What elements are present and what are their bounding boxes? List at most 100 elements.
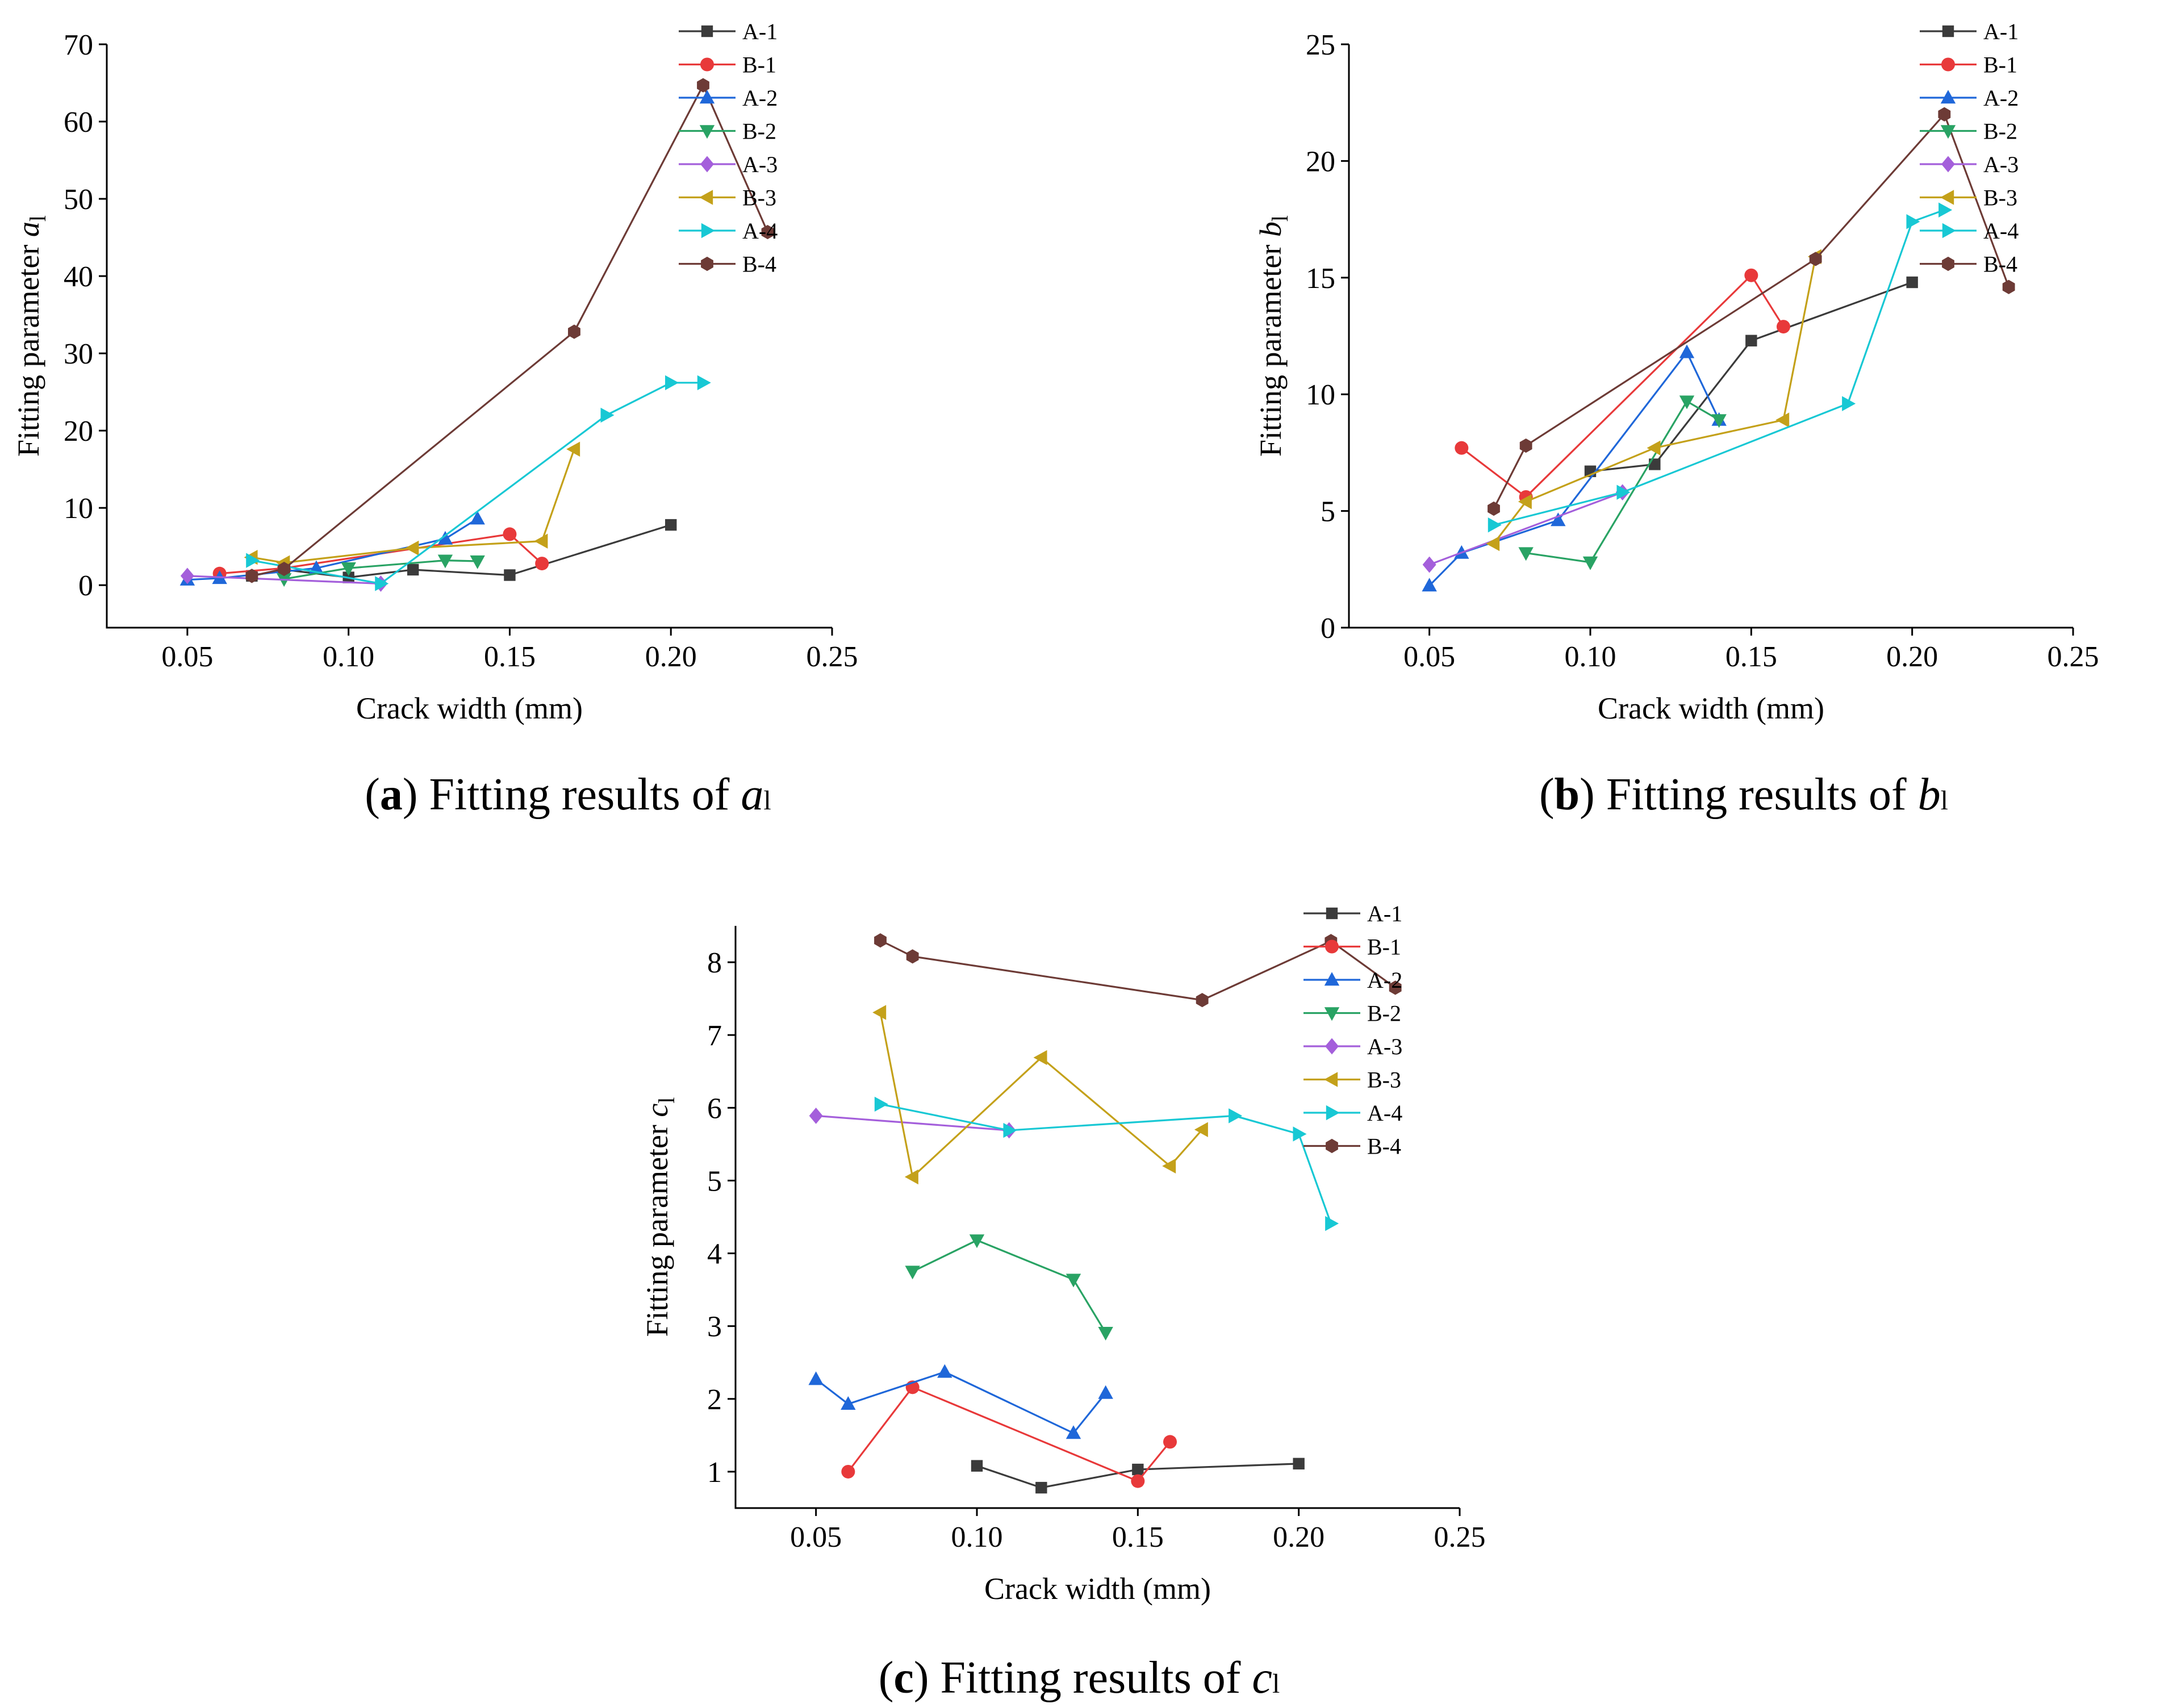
series-B-2 xyxy=(276,554,485,587)
data-point-B-4 xyxy=(697,78,709,93)
legend-label-B-3: B-3 xyxy=(742,185,776,211)
data-point-A-2 xyxy=(470,511,485,525)
data-point-B-4 xyxy=(278,562,291,577)
data-point-B-3 xyxy=(1033,1050,1047,1066)
legend-marker-B-2 xyxy=(1940,125,1956,139)
data-point-A-2 xyxy=(937,1364,952,1378)
chart-c: 0.05 0.10 0.15 0.20 0.25 1 2 3 4 5 6 7 8 Crack width … xyxy=(640,901,1486,1606)
y-tick-label: 8 xyxy=(707,947,722,979)
legend-marker-A-1 xyxy=(1326,907,1338,920)
data-point-B-4 xyxy=(1809,252,1822,266)
data-point-A-2 xyxy=(841,1396,856,1410)
data-point-B-3 xyxy=(566,441,580,457)
legend-marker-B-1 xyxy=(1941,57,1955,72)
legend-marker-A-4 xyxy=(1326,1105,1340,1121)
legend-marker-A-3 xyxy=(1325,1038,1339,1055)
data-point-A-2 xyxy=(1422,578,1437,592)
x-tick-label: 0.05 xyxy=(1403,641,1455,673)
data-point-B-2 xyxy=(341,562,356,577)
data-point-A-2 xyxy=(1098,1385,1113,1399)
legend-label-A-1: A-1 xyxy=(742,19,778,44)
legend-marker-A-3 xyxy=(700,156,714,173)
legend-marker-A-3 xyxy=(1941,156,1955,173)
data-point-B-2 xyxy=(905,1266,920,1280)
legend-label-B-3: B-3 xyxy=(1367,1067,1401,1093)
series-line-A-4 xyxy=(252,382,703,585)
data-point-B-2 xyxy=(1066,1273,1081,1288)
data-point-A-4 xyxy=(1616,485,1631,500)
y-tick-label: 0 xyxy=(78,570,93,602)
y-tick-label: 0 xyxy=(1321,612,1335,645)
legend-marker-A-4 xyxy=(701,223,715,239)
series-B-4 xyxy=(1488,107,2015,516)
series-A-4 xyxy=(246,375,711,591)
data-point-B-2 xyxy=(1518,547,1534,561)
legend-label-A-3: A-3 xyxy=(1983,152,2019,177)
series-line-A-2 xyxy=(815,1371,1106,1435)
y-tick-label: 40 xyxy=(64,261,93,293)
y-tick-label: 70 xyxy=(64,29,93,61)
data-point-A-3 xyxy=(180,567,194,584)
legend-marker-B-3 xyxy=(1940,190,1954,205)
series-line-A-3 xyxy=(816,1114,1009,1131)
x-tick-label: 0.10 xyxy=(951,1521,1003,1554)
data-point-A-1 xyxy=(504,569,516,581)
data-point-B-3 xyxy=(1518,494,1532,510)
legend-marker-A-1 xyxy=(1942,25,1954,37)
legend-label-A-4: A-4 xyxy=(1367,1100,1402,1126)
legend-label-A-4: A-4 xyxy=(742,218,778,244)
data-point-A-2 xyxy=(1679,344,1695,358)
data-point-A-4 xyxy=(375,576,389,591)
series-B-3 xyxy=(1486,249,1821,552)
series-line-A-4 xyxy=(1493,209,1945,526)
data-point-B-2 xyxy=(437,554,453,569)
y-tick-label: 3 xyxy=(707,1311,722,1343)
data-point-B-3 xyxy=(1162,1158,1176,1174)
caption-c-sub: l xyxy=(1272,1669,1280,1699)
legend-label-B-4: B-4 xyxy=(1983,252,2017,277)
legend: A-1 B-1 A-2 B-2 A-3 B-3 A-4 B-4 xyxy=(1303,901,1402,1159)
y-tick-label: 10 xyxy=(64,492,93,525)
data-point-A-2 xyxy=(1551,512,1566,527)
data-point-A-1 xyxy=(1035,1481,1047,1494)
data-point-B-3 xyxy=(1194,1122,1208,1137)
axis-lines xyxy=(106,44,832,629)
data-point-B-4 xyxy=(761,224,774,240)
data-point-B-1 xyxy=(1163,1435,1177,1449)
x-tick-label: 0.15 xyxy=(1112,1521,1164,1554)
series-A-1 xyxy=(1584,276,1918,477)
y-tick-label: 25 xyxy=(1306,29,1335,61)
data-point-B-3 xyxy=(1647,440,1661,456)
series-A-3 xyxy=(809,1108,1016,1139)
x-tick-label: 0.05 xyxy=(161,641,213,673)
legend: A-1 B-1 A-2 B-2 A-3 B-3 A-4 B-4 xyxy=(679,19,778,277)
legend-label-B-1: B-1 xyxy=(1367,934,1401,960)
series-A-2 xyxy=(1422,344,1727,592)
x-tick-label: 0.25 xyxy=(1434,1521,1486,1554)
series-line-B-2 xyxy=(1526,400,1720,563)
chart-b: 0.05 0.10 0.15 0.20 0.25 0 5 10 15 20 25 Crack widt… xyxy=(1254,19,2099,725)
legend-marker-B-4 xyxy=(701,256,713,272)
y-tick-label: 20 xyxy=(1306,145,1335,178)
data-point-A-4 xyxy=(1842,396,1856,411)
series-line-A-2 xyxy=(1428,350,1720,587)
legend-marker-B-1 xyxy=(1325,939,1339,954)
data-point-B-4 xyxy=(245,569,258,583)
data-point-B-1 xyxy=(841,1464,855,1479)
x-tick-label: 0.10 xyxy=(323,641,374,673)
y-tick-label: 7 xyxy=(707,1020,722,1052)
caption-c-text: Fitting results of xyxy=(929,1653,1252,1703)
legend-marker-A-2 xyxy=(1940,90,1956,104)
x-tick-label: 0.05 xyxy=(790,1521,842,1554)
y-tick-label: 6 xyxy=(707,1092,722,1125)
series-line-B-1 xyxy=(847,1386,1171,1483)
data-point-B-3 xyxy=(1486,536,1500,552)
y-tick-label: 15 xyxy=(1306,262,1335,295)
series-A-2 xyxy=(808,1364,1113,1439)
legend-label-B-1: B-1 xyxy=(1983,52,2017,78)
x-tick-label: 0.10 xyxy=(1565,641,1616,673)
legend-marker-A-1 xyxy=(701,25,713,37)
data-point-B-4 xyxy=(1488,501,1500,516)
legend-label-B-3: B-3 xyxy=(1983,185,2017,211)
legend-label-A-3: A-3 xyxy=(1367,1034,1402,1059)
